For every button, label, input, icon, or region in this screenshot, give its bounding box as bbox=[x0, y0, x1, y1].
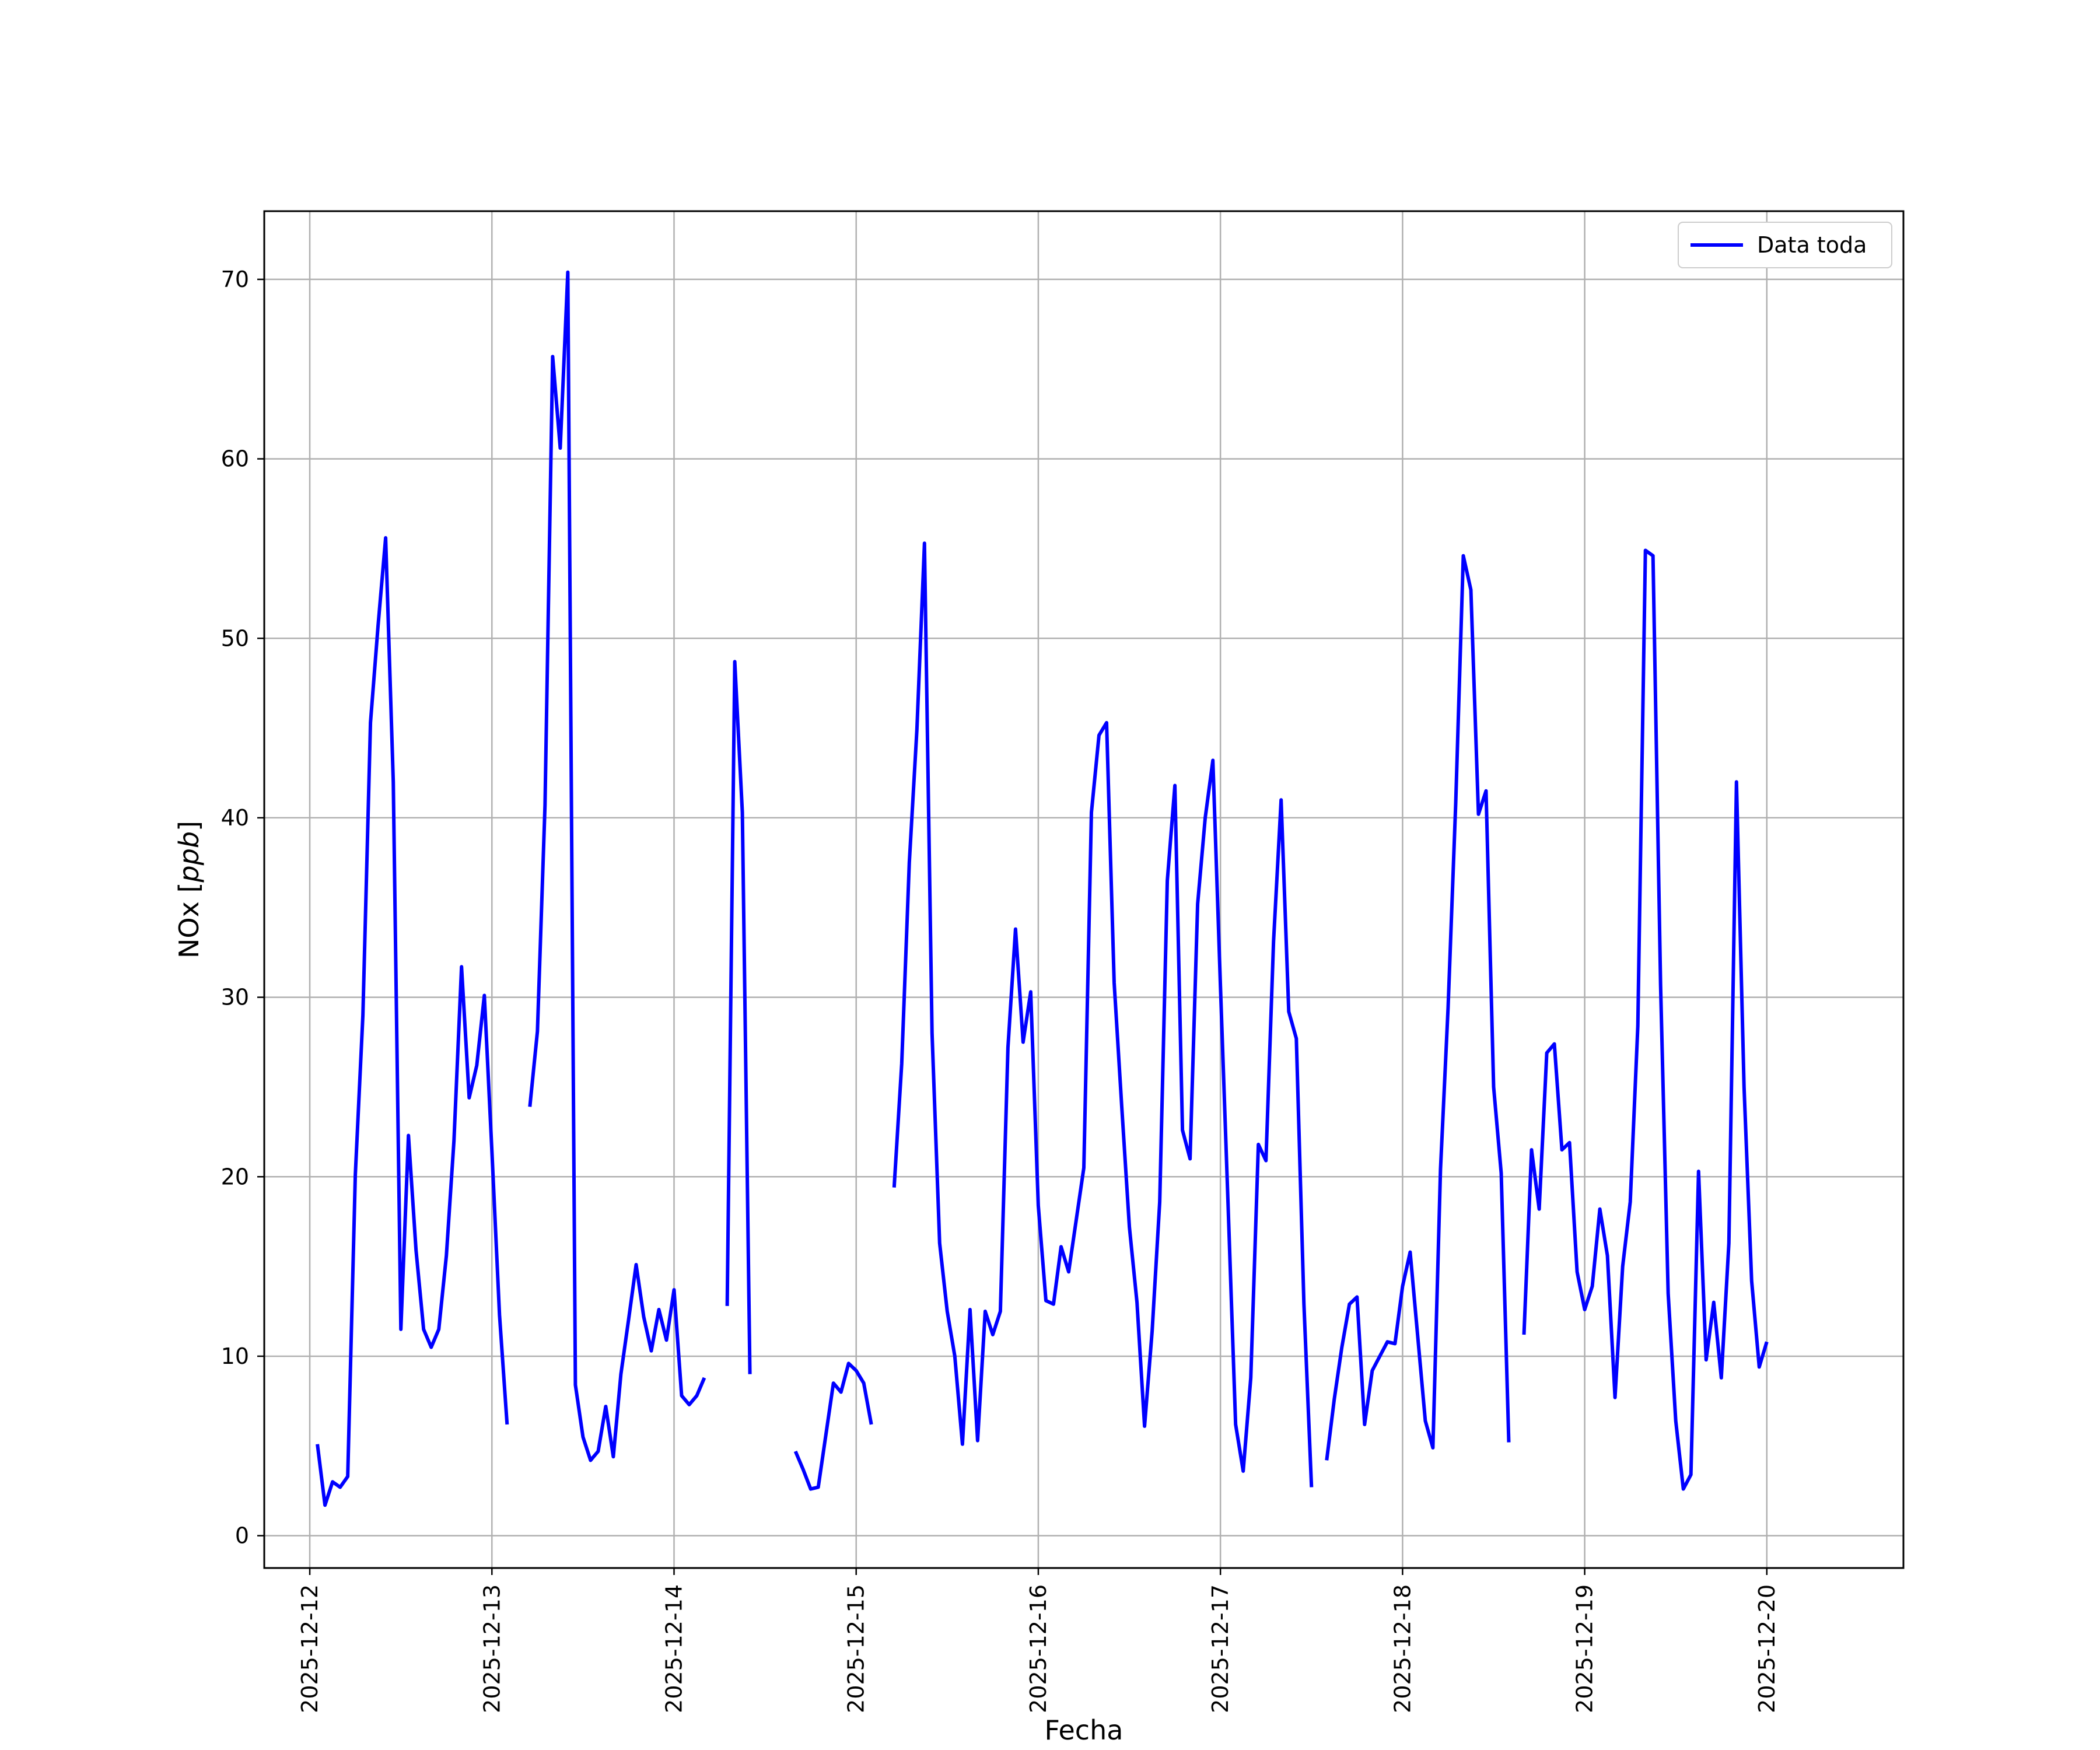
series-line-segment bbox=[1522, 548, 1769, 1491]
y-axis-title-prefix: NOx [ bbox=[173, 883, 205, 958]
series-line-segment bbox=[1325, 554, 1511, 1461]
x-tick-label: 2025-12-20 bbox=[1754, 1584, 1780, 1713]
plot-frame bbox=[263, 210, 1905, 1569]
y-axis-title-suffix: ] bbox=[173, 821, 205, 831]
y-axis-ticks: 0 10 20 30 40 50 60 70 bbox=[221, 267, 264, 1549]
y-tick-label: 30 bbox=[221, 985, 249, 1010]
series-line-segment bbox=[725, 660, 752, 1374]
series-line-segment bbox=[793, 1362, 873, 1491]
y-tick-label: 70 bbox=[221, 267, 249, 292]
x-tick-label: 2025-12-19 bbox=[1572, 1584, 1598, 1713]
series-line-segment bbox=[316, 536, 509, 1507]
y-tick-label: 50 bbox=[221, 625, 249, 651]
x-tick-label: 2025-12-12 bbox=[297, 1584, 323, 1713]
x-axis-ticks: 2025-12-12 2025-12-13 2025-12-14 2025-12-15… bbox=[297, 1568, 1780, 1713]
y-tick-label: 0 bbox=[235, 1523, 249, 1549]
x-tick-label: 2025-12-17 bbox=[1208, 1584, 1233, 1713]
y-tick-label: 10 bbox=[221, 1343, 249, 1369]
x-tick-label: 2025-12-14 bbox=[662, 1584, 687, 1713]
x-axis-title: Fecha bbox=[1045, 1714, 1124, 1746]
series-line-segment bbox=[892, 541, 1314, 1488]
legend: Data toda bbox=[1678, 222, 1892, 268]
series-layer bbox=[316, 270, 1769, 1507]
legend-box bbox=[1678, 222, 1892, 268]
y-tick-label: 40 bbox=[221, 805, 249, 831]
legend-label: Data toda bbox=[1757, 232, 1867, 258]
x-tick-label: 2025-12-18 bbox=[1390, 1584, 1415, 1713]
x-tick-label: 2025-12-13 bbox=[479, 1584, 505, 1713]
x-tick-label: 2025-12-16 bbox=[1026, 1584, 1051, 1713]
y-axis-title: NOx [ppb] bbox=[173, 821, 205, 958]
series-line-segment bbox=[528, 270, 706, 1462]
y-tick-label: 20 bbox=[221, 1164, 249, 1189]
x-tick-label: 2025-12-15 bbox=[844, 1584, 869, 1713]
y-axis-title-unit: ppb bbox=[173, 831, 205, 883]
grid-lines bbox=[264, 211, 1903, 1568]
y-tick-label: 60 bbox=[221, 446, 249, 472]
